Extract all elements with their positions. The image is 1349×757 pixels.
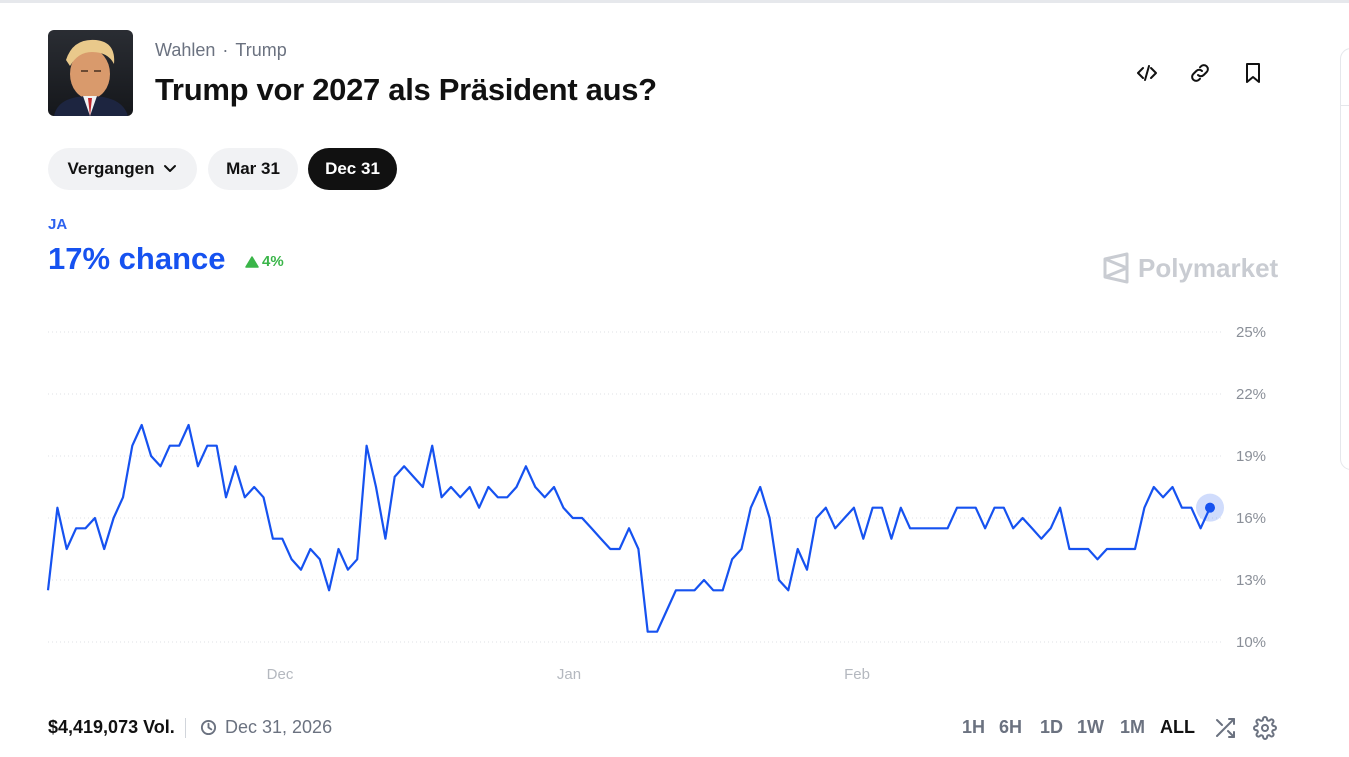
clock-icon xyxy=(200,719,217,736)
shuffle-icon[interactable] xyxy=(1213,716,1237,740)
price-chart[interactable]: 25% 22% 19% 16% 13% 10% Dec Jan Feb xyxy=(0,300,1349,700)
copy-link-button[interactable] xyxy=(1187,60,1213,86)
market-avatar xyxy=(48,30,133,116)
range-all[interactable]: ALL xyxy=(1160,717,1195,737)
date-dropdown[interactable]: Vergangen xyxy=(48,148,197,190)
settings-gear-icon[interactable] xyxy=(1253,716,1277,740)
y-tick-label: 13% xyxy=(1236,572,1266,589)
chance-delta: 4% xyxy=(245,253,284,270)
top-divider xyxy=(0,0,1349,3)
breadcrumb: Wahlen · Trump xyxy=(155,40,287,61)
x-tick-label: Dec xyxy=(267,666,294,683)
end-date: Dec 31, 2026 xyxy=(200,717,332,738)
range-1m[interactable]: 1M xyxy=(1120,717,1146,737)
y-tick-label: 19% xyxy=(1236,448,1266,465)
volume: $4,419,073 Vol. xyxy=(48,717,175,737)
breadcrumb-tag[interactable]: Trump xyxy=(235,40,287,60)
breadcrumb-category[interactable]: Wahlen xyxy=(155,40,216,60)
end-date-text: Dec 31, 2026 xyxy=(225,717,333,737)
y-tick-label: 16% xyxy=(1236,510,1266,527)
chevron-down-icon xyxy=(164,165,177,172)
link-icon xyxy=(1191,64,1209,82)
x-tick-label: Feb xyxy=(844,666,870,683)
outcome-label: JA xyxy=(48,216,68,233)
range-6h[interactable]: 6H xyxy=(999,717,1023,737)
embed-button[interactable] xyxy=(1134,60,1160,86)
outcome-chance: 17% chance xyxy=(48,241,226,276)
range-1h[interactable]: 1H xyxy=(962,717,986,737)
bookmark-button[interactable] xyxy=(1240,60,1266,86)
triangle-up-icon xyxy=(245,255,259,268)
range-1w[interactable]: 1W xyxy=(1077,717,1104,737)
y-tick-label: 10% xyxy=(1236,634,1266,651)
date-dropdown-label: Vergangen xyxy=(67,159,155,178)
x-tick-label: Jan xyxy=(557,666,581,683)
range-1d[interactable]: 1D xyxy=(1040,717,1064,737)
polymarket-logo-icon xyxy=(1103,252,1129,284)
y-tick-label: 25% xyxy=(1236,324,1266,341)
bookmark-icon xyxy=(1246,63,1260,83)
chance-delta-value: 4% xyxy=(262,253,284,270)
breadcrumb-separator: · xyxy=(222,40,229,60)
series-line xyxy=(46,423,1212,633)
tab-dec-31[interactable]: Dec 31 xyxy=(308,148,397,190)
embed-icon xyxy=(1137,65,1157,81)
footer-divider xyxy=(185,718,186,738)
polymarket-watermark: Polymarket xyxy=(1102,252,1278,284)
watermark-text: Polymarket xyxy=(1138,252,1279,283)
current-point xyxy=(1205,502,1215,513)
y-tick-label: 22% xyxy=(1236,386,1266,403)
page-title: Trump vor 2027 als Präsident aus? xyxy=(155,72,657,107)
tab-mar-31[interactable]: Mar 31 xyxy=(208,148,298,190)
